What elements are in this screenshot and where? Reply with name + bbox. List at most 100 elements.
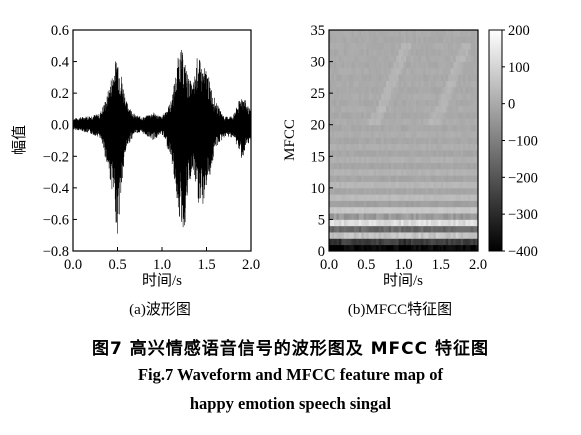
mfcc-cell [329,112,332,119]
mfcc-cell [386,61,389,69]
mfcc-cell [376,61,380,69]
mfcc-cell [438,112,442,119]
mfcc-cell [398,200,402,208]
mfcc-cell [435,36,439,44]
mfcc-cell [423,162,427,170]
mfcc-cell [368,86,372,94]
mfcc-cell [353,105,357,113]
mfcc-cell [378,187,382,195]
mfcc-cell [381,213,385,220]
mfcc-cell [341,200,345,208]
mfcc-cell [356,80,360,88]
mfcc-cell [475,67,478,75]
mfcc-cell [341,206,345,214]
mfcc-cell [331,194,335,201]
mfcc-cell [408,232,412,239]
mfcc-cell [401,232,404,239]
mfcc-cell [368,55,372,62]
mfcc-cell [443,156,447,163]
mfcc-cell [410,131,414,138]
mfcc-cell [445,61,449,69]
mfcc-cell [393,156,397,163]
mfcc-cell [403,175,407,182]
mfcc-cell [373,131,377,138]
mfcc-cell [475,232,478,239]
mfcc-cell [358,55,362,62]
mfcc-cell [405,213,409,220]
mfcc-cell [333,74,337,81]
mfcc-cell [358,131,362,138]
mfcc-cell [433,206,437,214]
mfcc-cell [401,74,404,81]
mfcc-cell [448,118,452,126]
mfcc-cell [368,200,372,208]
mfcc-cell [420,42,424,50]
mfcc-cell [336,175,340,182]
mfcc-cell [396,137,399,145]
mfcc-cell [463,181,466,189]
mfcc-cell [420,112,424,119]
mfcc-cell [465,143,469,151]
mfcc-cell [425,181,429,189]
mfcc-cell [343,200,347,208]
mfcc-cell [388,74,392,81]
mfcc-cell [450,149,454,157]
mfcc-cell [445,194,449,201]
mfcc-cell [473,118,476,126]
mfcc-cell [356,131,360,138]
mfcc-cell [363,194,367,201]
mfcc-cell [428,93,432,100]
mfcc-cell [475,149,478,157]
waveform-x-tick-label: 1.0 [153,257,171,273]
mfcc-cell [353,80,357,88]
mfcc-cell [396,61,399,69]
mfcc-cell [343,175,347,182]
mfcc-cell [348,61,352,69]
mfcc-cell [465,86,469,94]
mfcc-cell [405,86,409,94]
mfcc-cell [376,55,380,62]
mfcc-cell [420,99,424,107]
mfcc-cell [376,74,380,81]
mfcc-cell [443,48,447,56]
mfcc-cell [425,30,429,37]
mfcc-cell [448,244,452,251]
mfcc-cell [448,86,452,94]
mfcc-cell [376,36,380,44]
mfcc-cell [420,181,424,189]
mfcc-cell [415,181,419,189]
mfcc-cell [371,206,375,214]
mfcc-cell [353,67,357,75]
mfcc-cell [361,118,365,126]
mfcc-cell [403,93,407,100]
mfcc-cell [398,67,402,75]
mfcc-y-tick-label: 35 [311,23,326,39]
mfcc-cell [331,48,335,56]
mfcc-cell [440,36,444,44]
mfcc-cell [348,48,352,56]
mfcc-cell [401,143,404,151]
mfcc-cell [435,124,439,132]
mfcc-cell [381,131,385,138]
mfcc-cell [445,112,449,119]
mfcc-cell [341,105,345,113]
mfcc-cell [356,187,360,195]
mfcc-cell [358,168,362,176]
mfcc-cell [373,168,377,176]
mfcc-cell [351,124,355,132]
colorbar-tick-label: 200 [508,23,530,39]
mfcc-cell [358,93,362,100]
mfcc-cell [371,74,375,81]
mfcc-cell [336,137,340,145]
mfcc-cell [410,86,414,94]
mfcc-cell [428,67,432,75]
mfcc-cell [450,200,454,208]
mfcc-cell [366,93,370,100]
mfcc-cell [425,48,429,56]
mfcc-cell [361,67,365,75]
mfcc-cell [418,238,422,246]
mfcc-cell [453,156,457,163]
mfcc-cell [433,238,437,246]
mfcc-cell [373,55,377,62]
